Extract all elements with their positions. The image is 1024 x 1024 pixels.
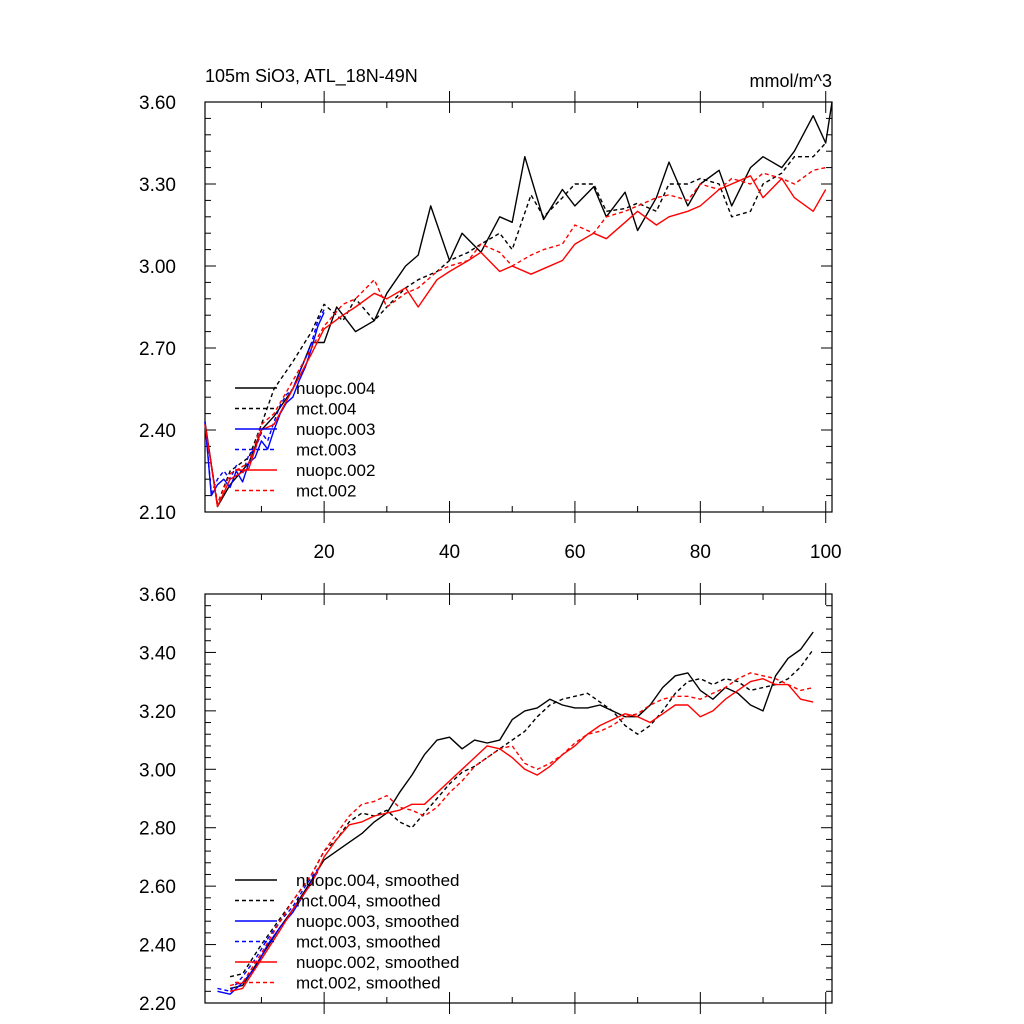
y-tick-label: 2.40 [139,936,176,957]
y-tick-label: 3.20 [139,702,176,723]
legend-label: mct.003, smoothed [296,933,441,952]
x-tick-label: 60 [564,542,585,563]
y-tick-label: 3.30 [139,175,176,196]
x-tick-label: 100 [810,542,842,563]
series-line-nuopc-002-smoothed [229,678,814,992]
y-tick-label: 2.80 [139,819,176,840]
legend-label: mct.004 [296,400,356,419]
series-line-mct-003-smoothed [217,868,319,992]
legend-label: nuopc.004 [296,379,375,398]
series-line-mct-003 [204,309,325,494]
y-tick-label: 2.20 [139,994,176,1015]
bottom-panel: 2.20 2.40 2.60 2.80 3.00 3.20 3.40 3.60 nuopc.00… [139,583,833,1015]
y-tick-label: 3.40 [139,643,176,664]
plot-frame [204,593,833,1004]
plot-frame [204,101,833,513]
legend-label: nuopc.003, smoothed [296,912,460,931]
series-line-mct-002 [204,166,826,505]
series-line-mct-004 [204,142,827,505]
legend-label: nuopc.004, smoothed [296,871,460,890]
y-tick-label: 3.60 [139,93,176,114]
y-tick-label: 2.60 [139,877,176,898]
y-tick-label: 2.40 [139,421,176,442]
series-line-nuopc-003 [204,312,325,497]
top-panel: 2.10 2.40 2.70 3.00 3.30 3.60 20 40 60 80 100 nuopc… [139,91,842,563]
units-label: mmol/m^3 [750,71,832,91]
legend-label: nuopc.003 [296,420,375,439]
x-tick-label: 40 [439,542,460,563]
legend-label: nuopc.002 [296,461,375,480]
legend-label: mct.002 [296,482,356,501]
series-line-nuopc-004-smoothed [229,631,814,990]
series-line-mct-002-smoothed [229,672,814,987]
legend-label: mct.004, smoothed [296,892,441,911]
legend-label: nuopc.002, smoothed [296,953,460,972]
y-tick-label: 2.10 [139,503,176,524]
chart-title: 105m SiO3, ATL_18N-49N [205,66,418,87]
y-tick-label: 3.00 [139,257,176,278]
x-tick-label: 80 [690,542,711,563]
x-tick-label: 20 [314,542,335,563]
legend-label: mct.002, smoothed [296,974,441,993]
y-tick-label: 3.00 [139,760,176,781]
y-tick-label: 2.70 [139,339,176,360]
legend-label: mct.003 [296,441,356,460]
y-tick-label: 3.60 [139,585,176,606]
